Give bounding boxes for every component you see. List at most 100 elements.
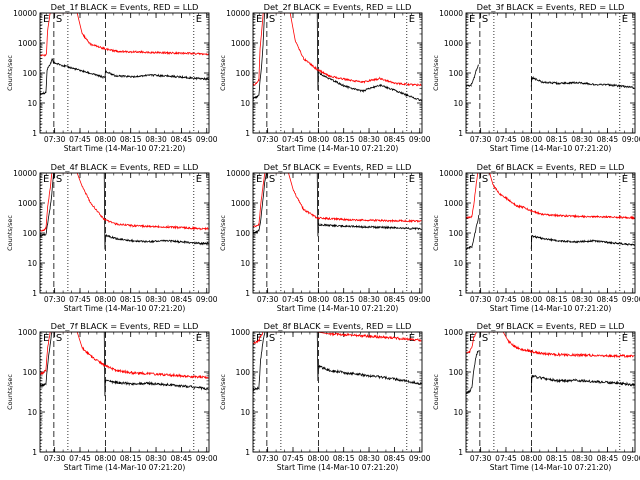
event-marker-label: E: [469, 14, 475, 25]
y-tick-label: 10: [453, 259, 463, 268]
series-group: [466, 332, 635, 394]
x-tick-label: 07:30: [44, 135, 66, 144]
y-tick-label: 1: [458, 448, 463, 457]
x-tick-label: 08:30: [358, 295, 380, 304]
event-marker-label: E: [43, 174, 49, 185]
x-axis-label: Start Time (14-Mar-10 07:21:20): [64, 463, 186, 472]
x-axis-label: Start Time (14-Mar-10 07:21:20): [277, 304, 399, 313]
series-line-events: [40, 332, 209, 397]
y-tick-label: 1000: [18, 328, 37, 337]
x-tick-label: 08:00: [308, 454, 330, 463]
event-marker-label: S: [269, 333, 275, 344]
y-tick-label: 10: [27, 99, 37, 108]
y-tick-label: 100: [449, 368, 464, 377]
x-tick-label: 08:30: [145, 454, 167, 463]
event-marker-label: E: [409, 174, 415, 185]
x-tick-label: 07:45: [282, 295, 304, 304]
x-tick-label: 08:15: [333, 135, 355, 144]
y-tick-label: 1: [32, 129, 37, 138]
y-tick-label: 1: [458, 129, 463, 138]
series-line-events: [253, 332, 422, 392]
x-tick-label: 08:45: [384, 454, 406, 463]
y-tick-label: 10000: [13, 9, 37, 18]
panel-title: Det_6f BLACK = Events, RED = LLD: [477, 162, 625, 172]
plot-frame: [465, 331, 636, 453]
y-tick-label: 1000: [231, 328, 250, 337]
x-tick-label: 09:00: [196, 454, 218, 463]
x-axis-label: Start Time (14-Mar-10 07:21:20): [64, 144, 186, 153]
series-line-events: [40, 173, 209, 250]
x-tick-label: 07:45: [495, 454, 517, 463]
y-tick-label: 10: [240, 408, 250, 417]
event-marker-label: E: [196, 174, 202, 185]
x-tick-label: 09:00: [409, 454, 431, 463]
x-axis-label: Start Time (14-Mar-10 07:21:20): [490, 463, 612, 472]
x-tick-label: 08:45: [597, 295, 619, 304]
x-tick-label: 08:00: [95, 454, 117, 463]
x-axis-label: Start Time (14-Mar-10 07:21:20): [64, 304, 186, 313]
y-tick-label: 10: [27, 408, 37, 417]
series-group: [253, 13, 422, 102]
series-line-lld: [253, 13, 422, 87]
x-tick-label: 08:30: [358, 135, 380, 144]
x-axis-label: Start Time (14-Mar-10 07:21:20): [277, 144, 399, 153]
x-tick-label: 08:00: [95, 135, 117, 144]
x-tick-label: 07:45: [495, 135, 517, 144]
y-tick-label: 1: [32, 289, 37, 298]
event-marker-label: S: [482, 174, 488, 185]
x-axis-label: Start Time (14-Mar-10 07:21:20): [277, 463, 399, 472]
plot-frame: [39, 331, 210, 453]
x-tick-label: 08:30: [145, 135, 167, 144]
y-tick-label: 10: [240, 259, 250, 268]
y-tick-label: 10: [453, 99, 463, 108]
y-tick-label: 10000: [226, 9, 250, 18]
y-tick-label: 1000: [444, 328, 463, 337]
x-tick-label: 08:30: [571, 295, 593, 304]
panel-title: Det_9f BLACK = Events, RED = LLD: [477, 321, 625, 331]
y-tick-label: 100: [236, 69, 251, 78]
event-marker-label: E: [256, 174, 262, 185]
y-axis-label: Counts/sec: [6, 55, 14, 91]
plot-frame: [465, 172, 636, 294]
x-axis-label: Start Time (14-Mar-10 07:21:20): [490, 304, 612, 313]
y-axis-label: Counts/sec: [219, 374, 227, 410]
x-tick-label: 08:30: [358, 454, 380, 463]
y-tick-label: 100: [449, 69, 464, 78]
event-marker-label: E: [256, 14, 262, 25]
plot-frame: [252, 12, 423, 134]
series-line-events: [466, 64, 635, 89]
event-marker-label: E: [409, 333, 415, 344]
series-line-lld: [466, 332, 635, 359]
y-tick-label: 100: [236, 368, 251, 377]
x-tick-label: 07:45: [69, 295, 91, 304]
x-tick-label: 08:30: [571, 135, 593, 144]
y-tick-label: 10: [453, 408, 463, 417]
event-marker-label: S: [56, 333, 62, 344]
panel-6: Det_6f BLACK = Events, RED = LLD Counts/s…: [432, 162, 640, 313]
series-line-events: [466, 350, 635, 394]
y-tick-label: 1: [245, 129, 250, 138]
plot-frame: [465, 12, 636, 134]
x-tick-label: 07:45: [495, 295, 517, 304]
y-tick-label: 100: [236, 229, 251, 238]
x-tick-label: 08:45: [384, 295, 406, 304]
event-marker-label: S: [56, 14, 62, 25]
x-tick-label: 08:45: [171, 135, 193, 144]
x-tick-label: 08:45: [597, 454, 619, 463]
y-tick-label: 1000: [444, 39, 463, 48]
series-line-lld: [40, 332, 209, 379]
x-tick-label: 09:00: [622, 454, 640, 463]
y-tick-label: 100: [23, 69, 38, 78]
event-marker-label: E: [469, 174, 475, 185]
x-tick-label: 07:30: [44, 295, 66, 304]
event-marker-label: S: [56, 174, 62, 185]
series-group: [466, 173, 635, 251]
x-tick-label: 08:00: [95, 295, 117, 304]
x-tick-label: 07:45: [282, 135, 304, 144]
series-line-events: [253, 173, 422, 237]
event-marker-label: S: [482, 14, 488, 25]
panel-title: Det_5f BLACK = Events, RED = LLD: [264, 162, 412, 172]
y-tick-label: 10: [27, 259, 37, 268]
x-tick-label: 09:00: [409, 135, 431, 144]
